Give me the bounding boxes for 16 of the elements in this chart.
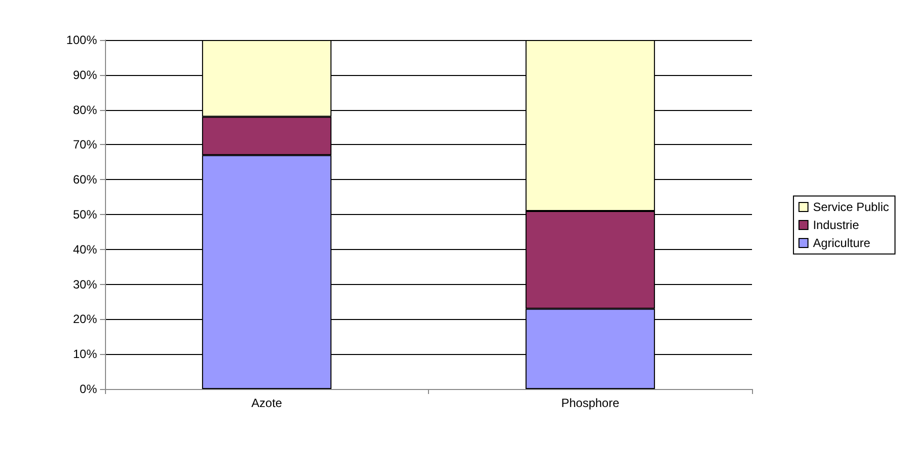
y-tick-label: 10% <box>72 347 98 362</box>
y-tick-label: 60% <box>72 172 98 187</box>
y-tick-label: 30% <box>72 277 98 292</box>
y-tick-label: 0% <box>80 382 98 396</box>
y-tick-label: 40% <box>72 242 98 256</box>
y-tick-label: 80% <box>72 102 98 117</box>
legend-label: Agriculture <box>812 236 871 250</box>
y-tick-label: 70% <box>72 138 98 152</box>
y-tick-label: 100% <box>66 33 98 47</box>
legend-label: Industrie <box>812 218 860 232</box>
y-tick-label: 90% <box>72 68 98 82</box>
y-tick-label: 50% <box>72 208 98 222</box>
legend-label: Service Public <box>812 200 889 214</box>
y-tick-label: 20% <box>72 312 98 326</box>
x-tick-label: Phosphore <box>561 396 620 410</box>
x-tick-label: Azote <box>251 396 282 410</box>
